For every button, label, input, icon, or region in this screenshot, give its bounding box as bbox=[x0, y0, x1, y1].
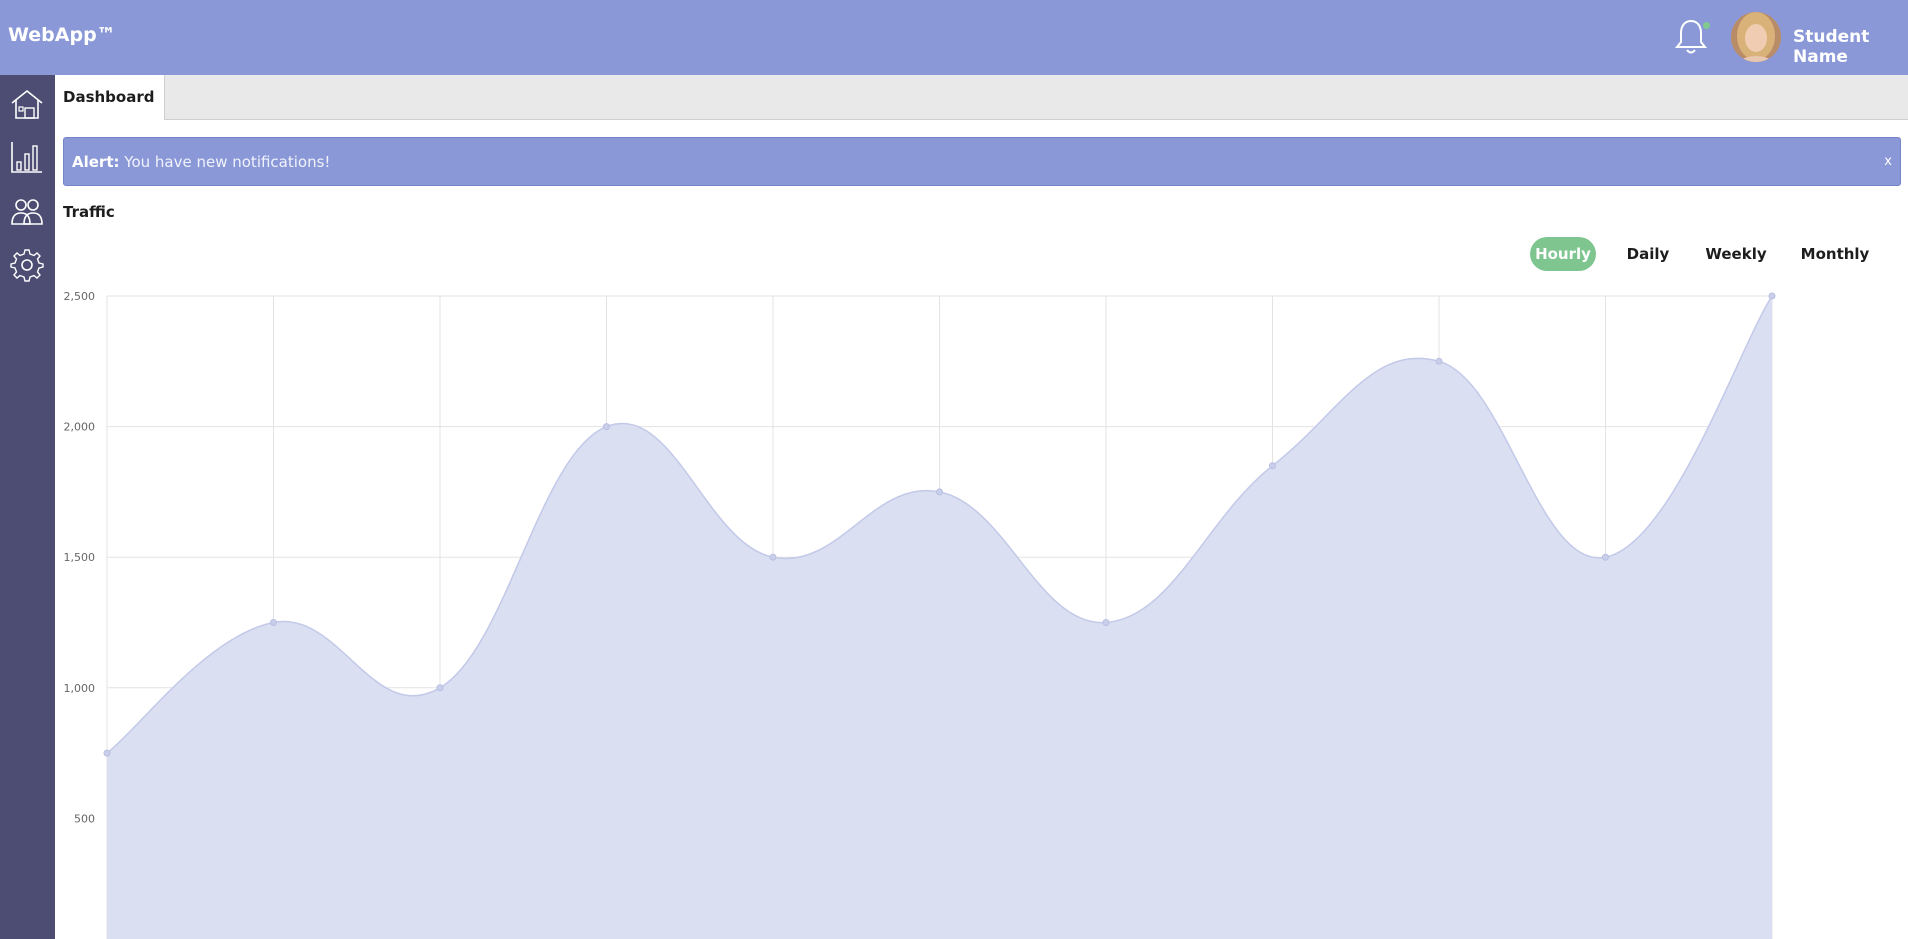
y-tick-label: 2,000 bbox=[64, 421, 96, 434]
range-hourly-button[interactable]: Hourly bbox=[1530, 237, 1596, 271]
alert-label: Alert: bbox=[72, 153, 120, 171]
app-logo[interactable]: WebApp™ bbox=[8, 24, 116, 46]
bell-icon[interactable] bbox=[1674, 18, 1708, 56]
notification-dot bbox=[1703, 22, 1710, 29]
y-tick-label: 500 bbox=[74, 812, 95, 825]
data-point bbox=[436, 684, 444, 692]
data-point bbox=[936, 488, 943, 496]
sidebar bbox=[0, 75, 55, 939]
traffic-title: Traffic bbox=[63, 203, 115, 221]
range-weekly-button[interactable]: Weekly bbox=[1705, 245, 1767, 263]
data-point bbox=[1102, 619, 1110, 626]
bar-chart-icon[interactable] bbox=[10, 140, 44, 174]
traffic-line bbox=[106, 295, 1773, 754]
y-tick-label: 2,500 bbox=[64, 290, 96, 303]
range-daily-button[interactable]: Daily bbox=[1626, 245, 1670, 263]
data-point bbox=[1435, 357, 1443, 365]
traffic-area bbox=[107, 296, 1772, 939]
data-point bbox=[1602, 553, 1609, 561]
home-icon[interactable] bbox=[10, 87, 44, 121]
alert-message: You have new notifications! bbox=[124, 153, 331, 171]
alert-close-button[interactable]: x bbox=[1884, 154, 1892, 169]
data-point bbox=[603, 423, 610, 431]
tab-bar: Dashboard bbox=[55, 75, 1908, 120]
range-monthly-button[interactable]: Monthly bbox=[1800, 245, 1870, 263]
top-header: WebApp™ Student Name bbox=[0, 0, 1908, 75]
traffic-chart: 500 1,000 1,500 2,000 2,500 bbox=[64, 290, 1776, 939]
data-point bbox=[769, 553, 777, 561]
avatar[interactable] bbox=[1731, 12, 1781, 62]
gear-icon[interactable] bbox=[10, 248, 44, 282]
data-point bbox=[1768, 292, 1776, 300]
data-point bbox=[1269, 462, 1276, 470]
y-tick-label: 1,500 bbox=[64, 551, 96, 564]
y-tick-label: 1,000 bbox=[64, 682, 96, 695]
data-point bbox=[103, 749, 111, 757]
data-point bbox=[270, 619, 277, 626]
alert-banner: Alert: You have new notifications! x bbox=[63, 137, 1901, 186]
tab-dashboard[interactable]: Dashboard bbox=[55, 75, 165, 120]
users-icon[interactable] bbox=[10, 194, 44, 228]
user-name[interactable]: Student Name bbox=[1793, 27, 1870, 67]
